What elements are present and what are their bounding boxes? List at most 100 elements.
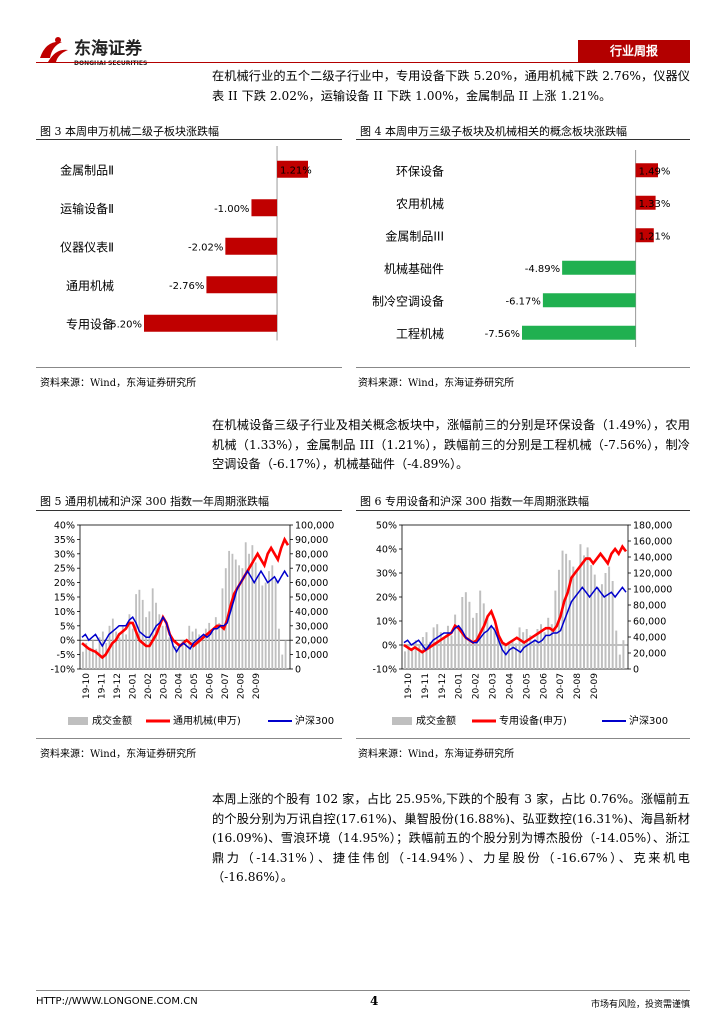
data-label-5: -7.56% — [485, 329, 520, 340]
right-tick-label-4: 60,000 — [295, 578, 328, 589]
volume-bar-48 — [241, 568, 244, 669]
fig4-bar-chart: 环保设备 1.49% 农用机械 1.33% 金属制品III 1.21% 机械基础件 -4.89… — [372, 150, 671, 347]
volume-bar-29 — [507, 641, 510, 669]
volume-bar-48 — [575, 569, 578, 669]
volume-bar-3 — [414, 640, 417, 669]
volume-bar-37 — [204, 628, 207, 669]
volume-bar-13 — [450, 635, 453, 669]
volume-bar-10 — [439, 632, 442, 669]
legend-label-1: 沪深300 — [629, 714, 668, 727]
fig4-bottom-rule — [356, 367, 690, 368]
left-tick-label-9: -5% — [57, 650, 76, 661]
fig4-source: 资料来源：Wind，东海证券研究所 — [358, 378, 515, 389]
right-tick-label-7: 30,000 — [295, 621, 328, 632]
volume-bar-40 — [214, 617, 217, 669]
volume-bar-31 — [185, 643, 187, 669]
volume-bar-53 — [593, 574, 596, 669]
x-tick-label-3: 20-01 — [128, 673, 138, 699]
volume-bar-28 — [175, 645, 177, 669]
left-tick-label-3: 25% — [54, 564, 75, 575]
category-label-4: 专用设备 — [66, 316, 114, 331]
right-tick-label-3: 120,000 — [633, 569, 672, 580]
right-tick-label-1: 160,000 — [633, 537, 672, 548]
volume-bar-18 — [468, 601, 471, 669]
data-label-4: -5.20% — [107, 319, 142, 330]
fig3-source: 资料来源：Wind，东海证券研究所 — [40, 378, 197, 389]
volume-bar-57 — [608, 566, 611, 669]
right-tick-label-9: 0 — [633, 665, 639, 676]
left-tick-label-5: 0% — [382, 641, 397, 652]
volume-bar-52 — [590, 565, 593, 669]
volume-bar-3 — [91, 640, 94, 669]
volume-bar-11 — [443, 637, 446, 669]
volume-bar-11 — [118, 637, 121, 669]
x-tick-label-10: 20-08 — [237, 673, 247, 699]
volume-bar-35 — [529, 635, 532, 669]
right-tick-label-8: 20,000 — [633, 649, 666, 660]
volume-bar-39 — [543, 632, 546, 669]
x-tick-label-1: 19-11 — [421, 673, 431, 699]
volume-bar-49 — [244, 542, 247, 669]
bar-4 — [144, 314, 278, 332]
left-tick-label-2: 30% — [54, 549, 75, 560]
volume-bar-17 — [464, 592, 467, 669]
volume-bar-32 — [518, 627, 521, 669]
volume-bar-54 — [261, 585, 264, 669]
data-label-3: -2.76% — [169, 281, 204, 292]
fig5-source: 资料来源：Wind，东海证券研究所 — [40, 749, 197, 760]
right-tick-label-2: 140,000 — [633, 553, 672, 564]
volume-bar-14 — [128, 614, 131, 669]
page-number: 4 — [370, 994, 379, 1008]
category-label-3: 机械基础件 — [384, 261, 444, 276]
volume-bar-20 — [148, 611, 151, 669]
bar-0 — [277, 160, 308, 178]
report-type-badge: 行业周报 — [578, 40, 690, 62]
x-tick-label-8: 20-06 — [206, 673, 216, 699]
data-label-1: 1.33% — [639, 199, 671, 210]
volume-bar-6 — [101, 631, 104, 669]
legend-label-volume: 成交金额 — [416, 714, 456, 727]
volume-bar-23 — [486, 616, 489, 669]
volume-bar-15 — [457, 627, 460, 669]
x-tick-label-7: 20-05 — [522, 673, 532, 699]
category-label-2: 仪器仪表Ⅱ — [60, 240, 114, 254]
volume-bar-24 — [489, 627, 492, 669]
legend-label-0: 专用设备(申万) — [499, 714, 567, 727]
right-tick-label-2: 80,000 — [295, 549, 328, 560]
left-tick-label-1: 40% — [376, 545, 397, 556]
x-tick-label-1: 19-11 — [97, 673, 107, 699]
right-tick-label-0: 100,000 — [295, 521, 334, 532]
footer-url-link[interactable]: HTTP://WWW.LONGONE.COM.CN — [36, 996, 198, 1007]
volume-bar-54 — [597, 587, 600, 669]
volume-bar-26 — [497, 637, 500, 669]
volume-bar-46 — [234, 559, 237, 669]
volume-bar-40 — [547, 617, 550, 669]
volume-bar-2 — [411, 648, 414, 669]
data-label-1: -1.00% — [214, 204, 249, 215]
bar-5 — [522, 325, 636, 340]
volume-bar-2 — [88, 647, 91, 669]
data-label-0: 1.49% — [639, 166, 671, 177]
x-tick-label-4: 20-02 — [472, 673, 482, 699]
fig6-bottom-rule — [356, 738, 690, 739]
volume-bar-34 — [194, 628, 197, 669]
volume-bar-5 — [98, 637, 101, 669]
footer-rule — [36, 990, 690, 991]
left-tick-label-0: 50% — [376, 521, 397, 532]
data-label-3: -4.89% — [525, 264, 560, 275]
volume-bar-49 — [579, 544, 582, 669]
volume-bar-36 — [532, 640, 535, 669]
volume-bar-37 — [536, 629, 539, 669]
fig5-bottom-rule — [36, 738, 342, 739]
volume-bar-35 — [198, 634, 201, 669]
left-tick-label-6: 10% — [54, 607, 75, 618]
bar-1 — [635, 195, 656, 210]
fig3-caption: 图 3 本周申万机械二级子板块涨跌幅 — [40, 125, 219, 138]
legend-label-1: 沪深300 — [295, 714, 334, 727]
volume-bar-60 — [281, 654, 284, 669]
volume-bar-13 — [125, 634, 128, 669]
category-label-3: 通用机械 — [66, 278, 114, 293]
volume-bar-29 — [178, 643, 181, 669]
volume-bar-59 — [278, 628, 280, 669]
volume-bar-41 — [550, 624, 553, 669]
